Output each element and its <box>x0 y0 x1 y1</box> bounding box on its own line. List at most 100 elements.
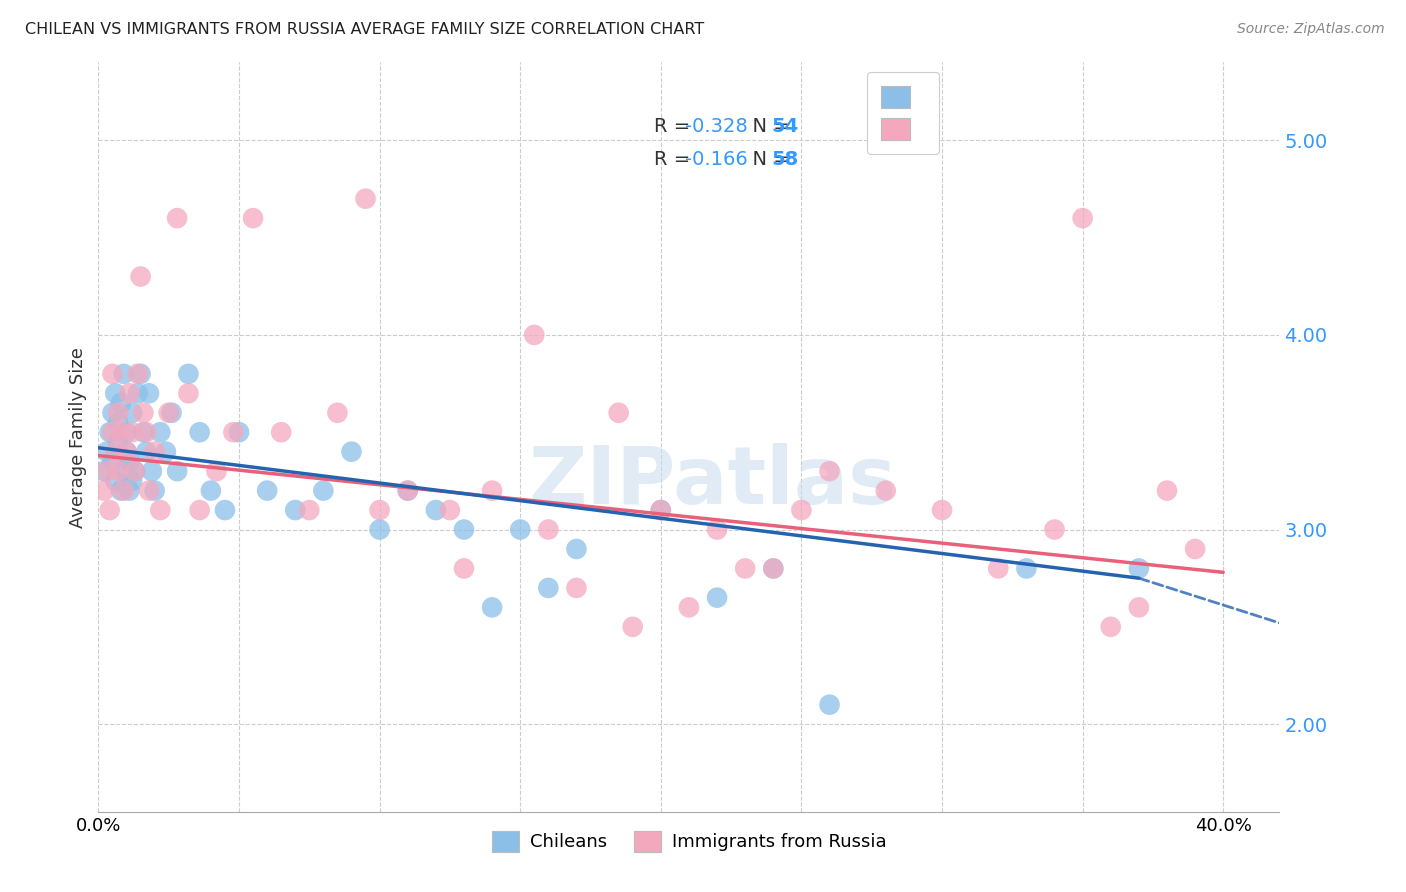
Point <box>124 464 146 478</box>
Point <box>340 444 363 458</box>
Point <box>93 483 115 498</box>
Point <box>205 464 228 478</box>
Point <box>118 483 141 498</box>
Point <box>453 523 475 537</box>
Point <box>98 503 121 517</box>
Point <box>298 503 321 517</box>
Point <box>214 503 236 517</box>
Point <box>101 454 124 468</box>
Point <box>143 483 166 498</box>
Point <box>312 483 335 498</box>
Text: ZIPatlas: ZIPatlas <box>529 443 897 521</box>
Point <box>565 581 588 595</box>
Point <box>177 386 200 401</box>
Point <box>242 211 264 226</box>
Point <box>127 386 149 401</box>
Point <box>1128 600 1150 615</box>
Point <box>706 523 728 537</box>
Point <box>110 425 132 440</box>
Point <box>537 523 560 537</box>
Point <box>650 503 672 517</box>
Point <box>284 503 307 517</box>
Point <box>155 444 177 458</box>
Point <box>1071 211 1094 226</box>
Point <box>112 367 135 381</box>
Point <box>107 434 129 449</box>
Point <box>96 444 118 458</box>
Point <box>132 406 155 420</box>
Point <box>537 581 560 595</box>
Point <box>818 698 841 712</box>
Point <box>425 503 447 517</box>
Legend: Chileans, Immigrants from Russia: Chileans, Immigrants from Russia <box>485 823 893 859</box>
Point <box>621 620 644 634</box>
Point <box>734 561 756 575</box>
Point <box>121 474 143 488</box>
Point <box>1015 561 1038 575</box>
Point <box>875 483 897 498</box>
Point <box>256 483 278 498</box>
Text: CHILEAN VS IMMIGRANTS FROM RUSSIA AVERAGE FAMILY SIZE CORRELATION CHART: CHILEAN VS IMMIGRANTS FROM RUSSIA AVERAG… <box>25 22 704 37</box>
Text: 58: 58 <box>772 151 799 169</box>
Point <box>1043 523 1066 537</box>
Point <box>1099 620 1122 634</box>
Text: -0.166: -0.166 <box>685 151 748 169</box>
Point <box>93 464 115 478</box>
Point <box>481 483 503 498</box>
Text: R =: R = <box>654 117 696 136</box>
Point <box>124 464 146 478</box>
Point <box>149 503 172 517</box>
Point <box>96 464 118 478</box>
Point <box>509 523 531 537</box>
Point <box>1156 483 1178 498</box>
Text: N =: N = <box>740 151 796 169</box>
Point <box>650 503 672 517</box>
Point <box>107 464 129 478</box>
Point <box>177 367 200 381</box>
Point <box>138 386 160 401</box>
Point <box>565 541 588 556</box>
Point <box>112 483 135 498</box>
Point <box>188 503 211 517</box>
Point <box>1184 541 1206 556</box>
Point <box>160 406 183 420</box>
Point <box>141 464 163 478</box>
Point <box>110 483 132 498</box>
Point <box>607 406 630 420</box>
Point <box>118 454 141 468</box>
Point <box>326 406 349 420</box>
Point <box>188 425 211 440</box>
Point <box>1128 561 1150 575</box>
Point <box>368 503 391 517</box>
Point <box>104 474 127 488</box>
Y-axis label: Average Family Size: Average Family Size <box>69 347 87 527</box>
Point <box>157 406 180 420</box>
Point <box>129 269 152 284</box>
Point <box>931 503 953 517</box>
Point <box>439 503 461 517</box>
Point <box>354 192 377 206</box>
Point <box>818 464 841 478</box>
Point <box>118 386 141 401</box>
Point <box>396 483 419 498</box>
Point <box>138 483 160 498</box>
Point <box>166 464 188 478</box>
Point <box>678 600 700 615</box>
Point <box>228 425 250 440</box>
Point <box>112 464 135 478</box>
Point <box>101 425 124 440</box>
Point <box>115 444 138 458</box>
Point <box>987 561 1010 575</box>
Point <box>107 406 129 420</box>
Point <box>762 561 785 575</box>
Text: R =: R = <box>654 151 696 169</box>
Point <box>98 425 121 440</box>
Point <box>127 367 149 381</box>
Point <box>523 327 546 342</box>
Point <box>222 425 245 440</box>
Text: Source: ZipAtlas.com: Source: ZipAtlas.com <box>1237 22 1385 37</box>
Point <box>166 211 188 226</box>
Point <box>396 483 419 498</box>
Point <box>107 416 129 430</box>
Text: 54: 54 <box>772 117 799 136</box>
